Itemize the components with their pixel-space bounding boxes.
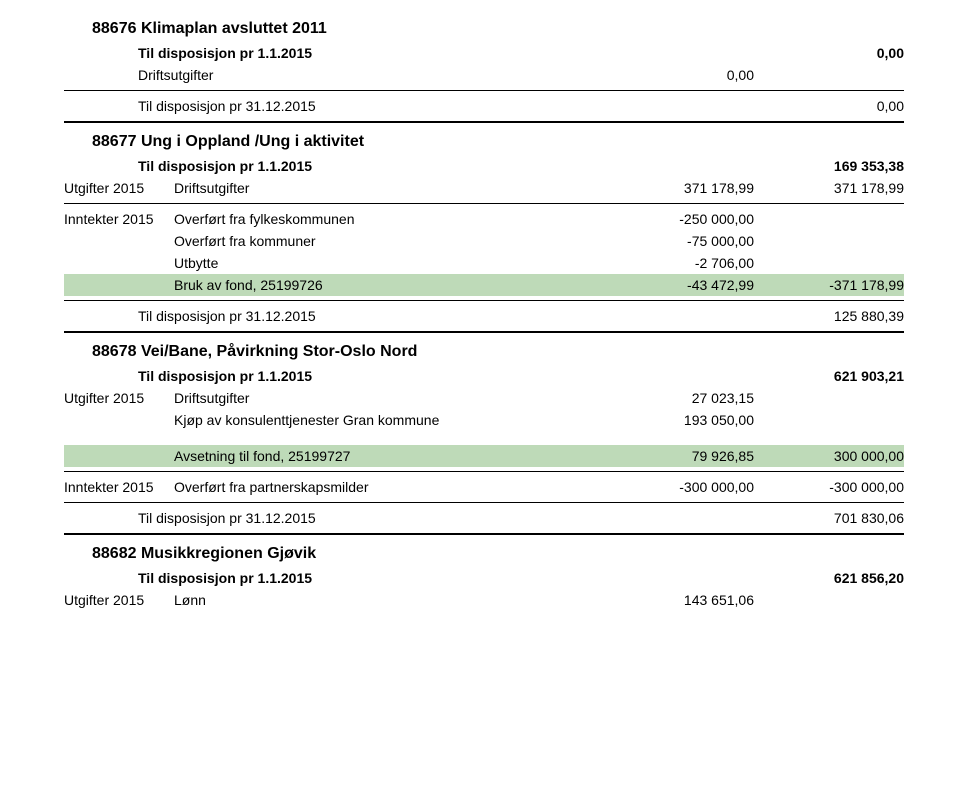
lonn-row-88682: Utgifter 2015 Lønn 143 651,06 bbox=[64, 589, 904, 611]
disp-end-88676: Til disposisjon pr 31.12.2015 0,00 bbox=[64, 95, 904, 117]
disp-end-label: Til disposisjon pr 31.12.2015 bbox=[138, 510, 604, 526]
section-title-88677: 88677 Ung i Oppland /Ung i aktivitet bbox=[92, 133, 904, 151]
row-label: Overført fra kommuner bbox=[174, 233, 604, 249]
disp-end-88677: Til disposisjon pr 31.12.2015 125 880,39 bbox=[64, 305, 904, 327]
section-title-88676: 88676 Klimaplan avsluttet 2011 bbox=[92, 20, 904, 38]
disp-start-value: 621 856,20 bbox=[754, 570, 904, 586]
row-v2 bbox=[754, 233, 904, 249]
inntekter-label: Inntekter 2015 bbox=[64, 211, 174, 227]
disp-start-label: Til disposisjon pr 1.1.2015 bbox=[138, 158, 604, 174]
disp-start-value: 621 903,21 bbox=[754, 368, 904, 384]
over-v1: -300 000,00 bbox=[604, 479, 754, 495]
inntekter-row-1: Overført fra kommuner -75 000,00 bbox=[64, 230, 904, 252]
bruk-row-88677: Bruk av fond, 25199726 -43 472,99 -371 1… bbox=[64, 274, 904, 296]
utgifter-label: Utgifter 2015 bbox=[64, 390, 174, 406]
drift-v1: 371 178,99 bbox=[604, 180, 754, 196]
row-v1: 193 050,00 bbox=[604, 412, 754, 428]
avset-label: Avsetning til fond, 25199727 bbox=[174, 448, 604, 464]
utgifter-label: Utgifter 2015 bbox=[64, 180, 174, 196]
inntekter-row-0: Inntekter 2015 Overført fra fylkeskommun… bbox=[64, 208, 904, 230]
over-label: Overført fra partnerskapsmilder bbox=[174, 479, 604, 495]
row-v2 bbox=[754, 390, 904, 406]
section-title-88682: 88682 Musikkregionen Gjøvik bbox=[92, 545, 904, 563]
row-label: Kjøp av konsulenttjenester Gran kommune bbox=[174, 412, 604, 428]
disp-start-88682: Til disposisjon pr 1.1.2015 621 856,20 bbox=[64, 567, 904, 589]
utgifter-row-0: Utgifter 2015 Driftsutgifter 27 023,15 bbox=[64, 387, 904, 409]
disp-end-value: 125 880,39 bbox=[754, 308, 904, 324]
row-label: Driftsutgifter bbox=[174, 390, 604, 406]
disp-end-value: 701 830,06 bbox=[754, 510, 904, 526]
row-v2 bbox=[754, 255, 904, 271]
row-v1: -250 000,00 bbox=[604, 211, 754, 227]
disp-start-label: Til disposisjon pr 1.1.2015 bbox=[138, 368, 604, 384]
utgifter-row-1: Kjøp av konsulenttjenester Gran kommune … bbox=[64, 409, 904, 431]
lonn-label: Lønn bbox=[174, 592, 604, 608]
divider bbox=[64, 502, 904, 503]
disp-end-88678: Til disposisjon pr 31.12.2015 701 830,06 bbox=[64, 507, 904, 529]
avset-row-88678: Avsetning til fond, 25199727 79 926,85 3… bbox=[64, 445, 904, 467]
drift-v2: 371 178,99 bbox=[754, 180, 904, 196]
disp-start-value: 0,00 bbox=[754, 45, 904, 61]
bruk-label: Bruk av fond, 25199726 bbox=[174, 277, 604, 293]
disp-end-label: Til disposisjon pr 31.12.2015 bbox=[138, 308, 604, 324]
divider-thick bbox=[64, 533, 904, 535]
disp-end-label: Til disposisjon pr 31.12.2015 bbox=[138, 98, 604, 114]
drift-label: Driftsutgifter bbox=[174, 180, 604, 196]
row-label: Overført fra fylkeskommunen bbox=[174, 211, 604, 227]
disp-start-label: Til disposisjon pr 1.1.2015 bbox=[138, 570, 604, 586]
avset-v1: 79 926,85 bbox=[604, 448, 754, 464]
drift-row-88676: Driftsutgifter 0,00 bbox=[64, 64, 904, 86]
divider bbox=[64, 471, 904, 472]
disp-start-88677: Til disposisjon pr 1.1.2015 169 353,38 bbox=[64, 155, 904, 177]
row-v2 bbox=[754, 211, 904, 227]
section-title-88678: 88678 Vei/Bane, Påvirkning Stor-Oslo Nor… bbox=[92, 343, 904, 361]
inntekter-row-88678: Inntekter 2015 Overført fra partnerskaps… bbox=[64, 476, 904, 498]
drift-label: Driftsutgifter bbox=[138, 67, 604, 83]
row-label: Utbytte bbox=[174, 255, 604, 271]
disp-start-88676: Til disposisjon pr 1.1.2015 0,00 bbox=[64, 42, 904, 64]
inntekter-label: Inntekter 2015 bbox=[64, 479, 174, 495]
row-v2 bbox=[754, 412, 904, 428]
row-v1: -2 706,00 bbox=[604, 255, 754, 271]
divider-thick bbox=[64, 331, 904, 333]
disp-start-value: 169 353,38 bbox=[754, 158, 904, 174]
disp-end-value: 0,00 bbox=[754, 98, 904, 114]
disp-start-88678: Til disposisjon pr 1.1.2015 621 903,21 bbox=[64, 365, 904, 387]
row-v1: -75 000,00 bbox=[604, 233, 754, 249]
divider bbox=[64, 300, 904, 301]
utgifter-row-88677: Utgifter 2015 Driftsutgifter 371 178,99 … bbox=[64, 177, 904, 199]
over-v2: -300 000,00 bbox=[754, 479, 904, 495]
lonn-value: 143 651,06 bbox=[604, 592, 754, 608]
utgifter-label: Utgifter 2015 bbox=[64, 592, 174, 608]
bruk-v2: -371 178,99 bbox=[754, 277, 904, 293]
divider-thick bbox=[64, 121, 904, 123]
drift-value: 0,00 bbox=[604, 67, 754, 83]
row-v1: 27 023,15 bbox=[604, 390, 754, 406]
disp-start-label: Til disposisjon pr 1.1.2015 bbox=[138, 45, 604, 61]
bruk-v1: -43 472,99 bbox=[604, 277, 754, 293]
avset-v2: 300 000,00 bbox=[754, 448, 904, 464]
divider bbox=[64, 90, 904, 91]
inntekter-row-2: Utbytte -2 706,00 bbox=[64, 252, 904, 274]
divider bbox=[64, 203, 904, 204]
